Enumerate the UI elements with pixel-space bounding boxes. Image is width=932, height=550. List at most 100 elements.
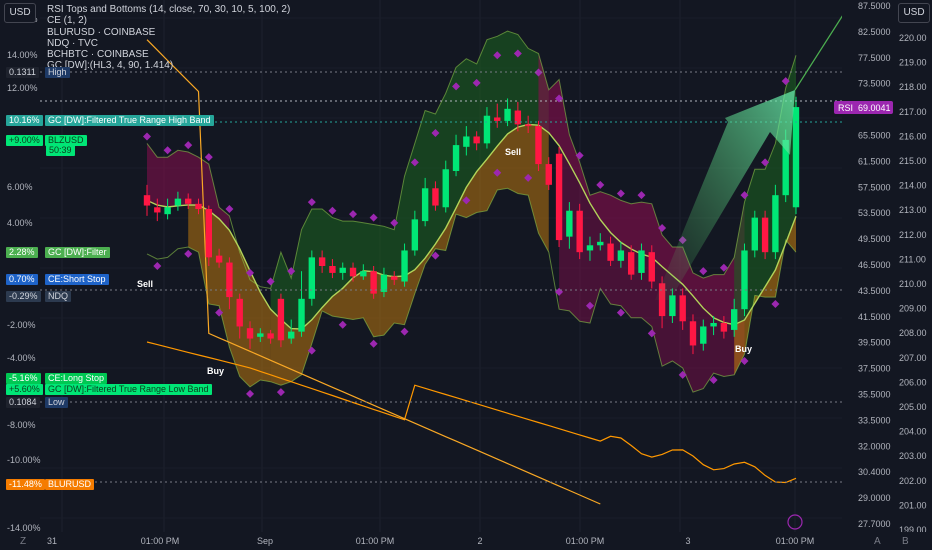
legend-rsi[interactable]: RSI Tops and Bottoms (14, close, 70, 30,… <box>47 4 291 15</box>
rsi-tag-value: 69.0041 <box>858 103 891 113</box>
right-axis-2-tick-8: 212.00 <box>899 230 927 240</box>
right-axis-2-tick-4: 216.00 <box>899 131 927 141</box>
rsi-bottom-marker-43 <box>585 301 594 310</box>
candle-58 <box>741 243 748 317</box>
right-axis-2-tick-0: 220.00 <box>899 33 927 43</box>
candle-29 <box>442 160 449 213</box>
rsi-top-marker-38 <box>534 68 543 77</box>
bull-band-mid <box>270 31 549 330</box>
candle-body-23 <box>380 274 388 292</box>
filter-line <box>146 123 797 330</box>
candle-body-16 <box>308 257 316 299</box>
right-axis-1-tick-6: 61.5000 <box>858 156 891 166</box>
candle-body-34 <box>494 117 501 121</box>
left-unit-button[interactable]: USD <box>4 3 36 23</box>
candle-43 <box>586 236 594 261</box>
rsi-top-marker-48 <box>637 191 646 200</box>
candle-body-15 <box>298 298 305 332</box>
rsi-top-marker-50 <box>658 224 667 232</box>
right-axis-2-tick-1: 219.00 <box>899 58 927 68</box>
candle-53 <box>689 314 697 355</box>
candle-body-32 <box>473 136 480 144</box>
left-axis-tick-6: -4.00% <box>7 353 36 363</box>
legend-bchbtc[interactable]: BCHBTC · COINBASE <box>47 49 149 61</box>
candle-body-14 <box>288 331 295 339</box>
candle-body-19 <box>339 267 346 273</box>
right-axis-2-tick-16: 204.00 <box>899 427 927 437</box>
indicator-lines <box>146 30 797 505</box>
legend-ndq[interactable]: NDQ · TVC <box>47 37 98 49</box>
rsi-top-marker-6 <box>204 153 213 162</box>
auto-scale-button[interactable]: A <box>874 536 881 547</box>
right-axis-1-tick-15: 35.5000 <box>858 390 891 400</box>
rsi-top-marker-8 <box>225 205 234 213</box>
candle-body-25 <box>401 250 408 282</box>
rsi-top-marker-0 <box>143 132 151 141</box>
candle-body-21 <box>360 271 367 277</box>
right-axis-2-tick-6: 214.00 <box>899 181 927 191</box>
rsi-top-marker-60 <box>761 158 770 167</box>
orange-fill-mid <box>270 124 549 386</box>
rsi-bottom-marker-52 <box>678 370 687 379</box>
candle-56 <box>720 316 728 339</box>
right-axis-2-tick-3: 217.00 <box>899 107 927 117</box>
right-axis-1-tick-12: 41.5000 <box>858 312 891 322</box>
right-axis-1-tick-9: 49.5000 <box>858 234 891 244</box>
candle-12 <box>267 329 274 344</box>
candle-34 <box>494 103 501 128</box>
rsi-top-marker-58 <box>740 191 749 200</box>
candle-body-5 <box>195 203 202 209</box>
candle-body-36 <box>514 110 522 125</box>
candle-54 <box>700 319 707 351</box>
left-tag-0: 0.1311 <box>6 67 39 78</box>
candle-40 <box>555 146 563 247</box>
candle-20 <box>349 262 357 282</box>
zoom-button[interactable]: Z <box>20 536 27 547</box>
right-axis-2-tick-20: 199.00 <box>899 525 927 535</box>
x-axis-tick-5: 01:00 PM <box>566 536 605 546</box>
legend-blurusd[interactable]: BLURUSD · COINBASE <box>47 26 156 38</box>
left-axis-tick-9: -14.00% <box>7 523 41 533</box>
candle-24 <box>391 271 398 285</box>
candle-2 <box>164 198 171 220</box>
candle-body-26 <box>411 219 419 251</box>
candle-4 <box>185 193 192 209</box>
legend-gc[interactable]: GC [DW]:(HL3, 4, 90, 1.414) <box>47 60 174 72</box>
candle-body-20 <box>349 267 357 277</box>
rsi-top-marker-46 <box>616 189 625 198</box>
candle-body-44 <box>597 241 604 246</box>
signal-label-3: Buy <box>735 344 752 354</box>
rsi-bottom-marker-16 <box>307 346 316 355</box>
candle-body-61 <box>772 195 779 253</box>
rsi-bottom-marker-37 <box>524 173 533 182</box>
candle-body-41 <box>566 210 573 237</box>
candle-body-3 <box>174 198 182 206</box>
candle-35 <box>504 98 511 127</box>
candle-body-58 <box>741 250 748 310</box>
candle-5 <box>195 198 202 215</box>
candle-39 <box>545 157 552 190</box>
candle-13 <box>277 293 285 348</box>
candle-body-24 <box>391 276 398 280</box>
left-tag-1: High <box>45 67 70 78</box>
legend-ce[interactable]: CE (1, 2) <box>47 15 88 27</box>
left-tag-7: 2.28% <box>6 247 38 258</box>
log-scale-button[interactable]: B <box>902 536 909 547</box>
candle-body-59 <box>751 217 758 251</box>
left-tag-18: Low <box>45 397 68 408</box>
orange-fill-right <box>734 216 796 375</box>
right-axis-2-tick-14: 206.00 <box>899 377 927 387</box>
trend-arrow <box>655 90 795 300</box>
x-axis-tick-7: 01:00 PM <box>776 536 815 546</box>
right-axis-bg <box>842 0 932 532</box>
candle-body-51 <box>669 295 676 317</box>
right-unit-button[interactable]: USD <box>898 3 930 23</box>
right-axis-1-tick-3: 73.5000 <box>858 79 891 89</box>
rsi-bottom-marker-25 <box>400 327 409 336</box>
candle-0 <box>143 184 151 216</box>
legend: RSI Tops and Bottoms (14, close, 70, 30,… <box>47 4 290 72</box>
rsi-bottom-marker-61 <box>771 300 780 308</box>
candle-30 <box>452 134 460 177</box>
rsi-tag-bg <box>834 101 893 114</box>
